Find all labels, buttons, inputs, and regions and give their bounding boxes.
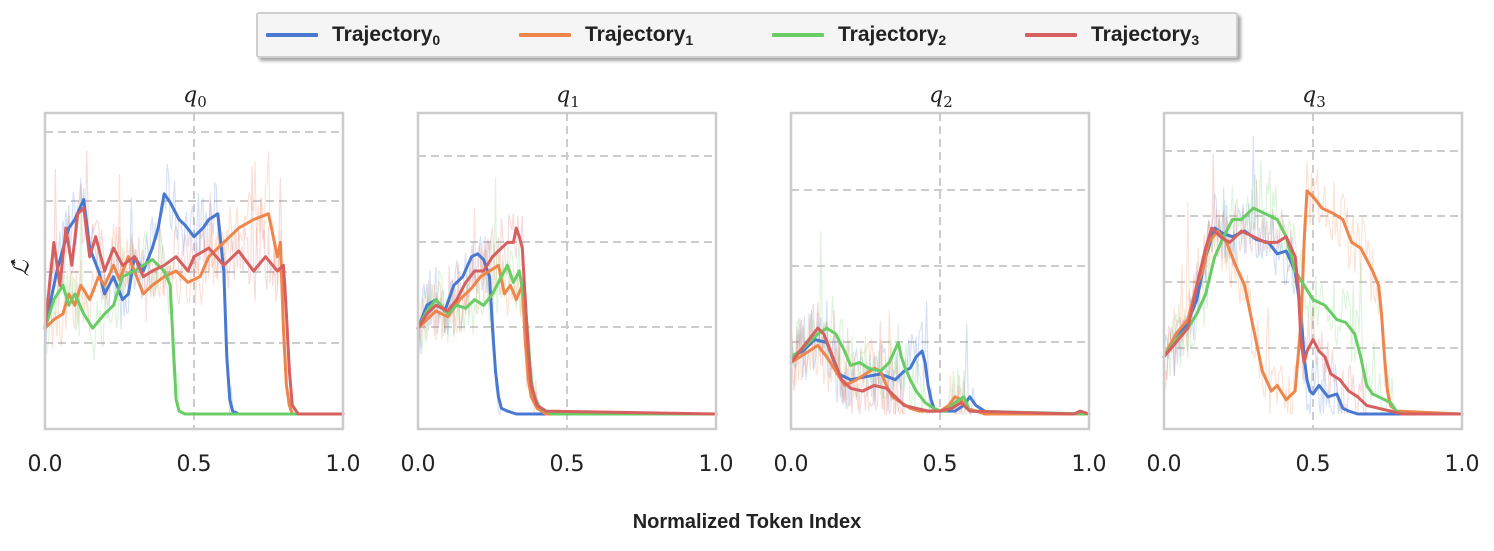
x-tick-label: 1.0 bbox=[326, 452, 361, 477]
legend-item-trajectory-2: Trajectory2 bbox=[772, 14, 946, 56]
x-tick-label: 0.5 bbox=[923, 452, 958, 477]
x-tick-label: 0.5 bbox=[1296, 452, 1331, 477]
panel-frame bbox=[416, 111, 718, 431]
panel-q3: 0.0 0.5 1.0 bbox=[1147, 111, 1480, 477]
x-tick-label: 0.0 bbox=[774, 452, 809, 477]
panel-title-q3: q3 bbox=[1302, 83, 1326, 111]
series-line-trajectory-3 bbox=[416, 226, 718, 416]
series-line-trajectory-3 bbox=[1162, 226, 1464, 416]
legend-label: Trajectory bbox=[1091, 22, 1192, 46]
panel-q0: 0.0 0.5 1.0 bbox=[28, 111, 361, 477]
legend-swatch bbox=[772, 33, 824, 37]
panel-frame bbox=[43, 111, 345, 431]
series-line-trajectory-1 bbox=[416, 263, 718, 416]
x-tick-label: 1.0 bbox=[699, 452, 734, 477]
raw-trace-trajectory-3 bbox=[790, 302, 1090, 415]
legend-item-trajectory-1: Trajectory1 bbox=[519, 14, 693, 56]
legend-swatch bbox=[266, 33, 318, 37]
legend-label-subscript: 2 bbox=[938, 31, 947, 48]
x-tick-label: 0.0 bbox=[1147, 452, 1182, 477]
legend-label: Trajectory bbox=[585, 22, 686, 46]
panel-q2: 0.0 0.5 1.0 bbox=[774, 111, 1107, 477]
x-tick-label: 1.0 bbox=[1445, 452, 1480, 477]
legend-label-subscript: 1 bbox=[685, 31, 694, 48]
legend-swatch bbox=[1025, 33, 1077, 37]
legend-label: Trajectory bbox=[332, 22, 433, 46]
series-line-trajectory-2 bbox=[43, 258, 345, 416]
x-tick-label: 0.0 bbox=[28, 452, 63, 477]
legend-label-subscript: 3 bbox=[1191, 31, 1200, 48]
panel-frame bbox=[1162, 111, 1464, 431]
panel-title-q1: q1 bbox=[556, 83, 580, 111]
series-line-trajectory-3 bbox=[789, 326, 1091, 416]
x-tick-label: 1.0 bbox=[1072, 452, 1107, 477]
panel-frame bbox=[789, 111, 1091, 431]
legend-swatch bbox=[519, 33, 571, 37]
legend: Trajectory0 Trajectory1 Trajectory2 Traj… bbox=[256, 12, 1238, 58]
panel-q1: 0.0 0.5 1.0 bbox=[401, 111, 734, 477]
series-line-trajectory-3 bbox=[43, 206, 345, 416]
x-tick-label: 0.5 bbox=[177, 452, 212, 477]
legend-label: Trajectory bbox=[838, 22, 939, 46]
series-line-trajectory-2 bbox=[1162, 206, 1464, 416]
series-line-trajectory-1 bbox=[43, 212, 345, 416]
panel-title-q2: q2 bbox=[929, 83, 953, 111]
x-tick-label: 0.0 bbox=[401, 452, 436, 477]
panel-title-q0: q0 bbox=[183, 83, 207, 111]
legend-label-subscript: 0 bbox=[432, 31, 441, 48]
x-tick-label: 0.5 bbox=[550, 452, 585, 477]
legend-item-trajectory-3: Trajectory3 bbox=[1025, 14, 1199, 56]
legend-item-trajectory-0: Trajectory0 bbox=[266, 14, 440, 56]
x-axis-label: Normalized Token Index bbox=[632, 511, 862, 533]
